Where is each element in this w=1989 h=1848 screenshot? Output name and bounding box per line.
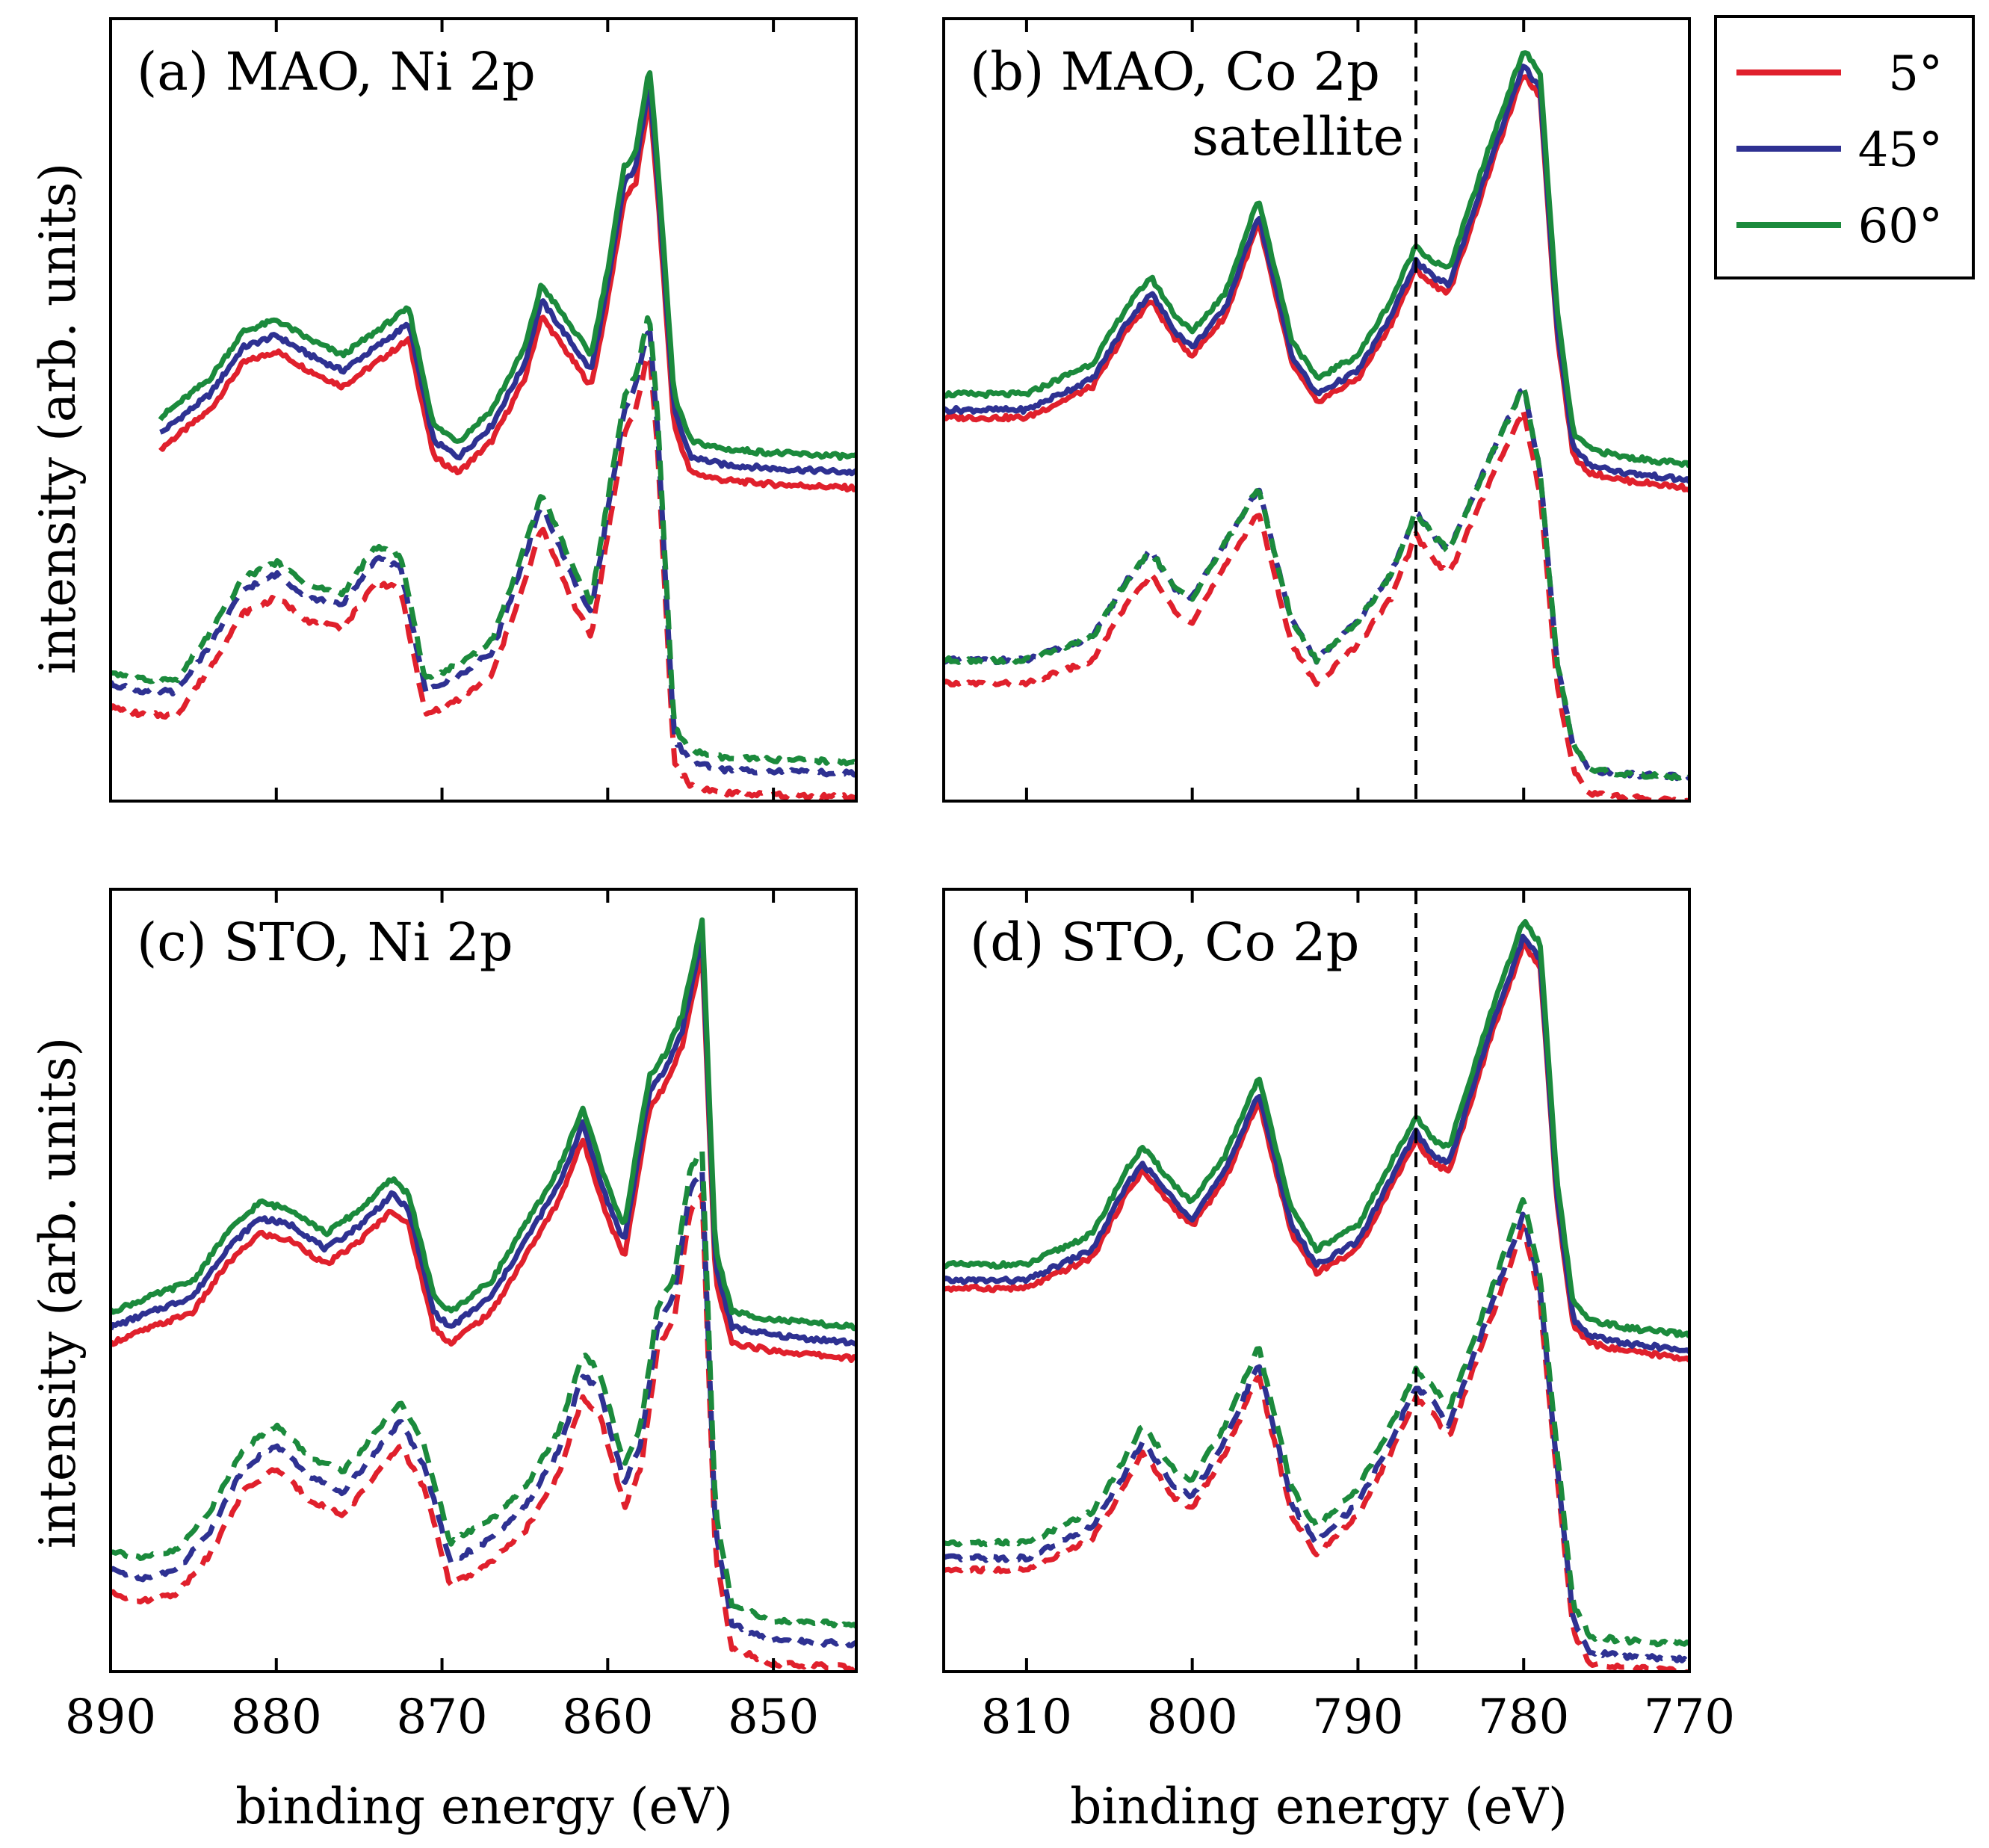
y-axis-label-bottom: intensity (arb. units) bbox=[29, 1037, 87, 1549]
panel-frame bbox=[109, 17, 858, 803]
dashed-line-45deg bbox=[944, 1211, 1689, 1665]
solid-line-5deg bbox=[158, 100, 856, 493]
x-tick-label: 880 bbox=[231, 1690, 322, 1745]
solid-line-60deg bbox=[158, 69, 856, 461]
solid-line-60deg bbox=[944, 50, 1689, 469]
x-tick-label: 790 bbox=[1312, 1690, 1403, 1745]
plot-area bbox=[111, 69, 856, 801]
panel-title-d: (d) STO, Co 2p bbox=[970, 912, 1359, 973]
panel-title-a: (a) MAO, Ni 2p bbox=[137, 41, 536, 102]
solid-line-60deg bbox=[944, 918, 1689, 1338]
dashed-line-5deg bbox=[111, 1192, 856, 1672]
panel-d-sto-co-2p: 810 800 790 780 770 (d) STO, Co 2p bbox=[942, 888, 1735, 1745]
x-tick-label: 860 bbox=[562, 1690, 653, 1745]
solid-line-45deg bbox=[159, 88, 856, 477]
x-tick-label: 890 bbox=[65, 1690, 156, 1745]
panel-title-c: (c) STO, Ni 2p bbox=[137, 912, 513, 973]
panel-frame bbox=[942, 888, 1691, 1673]
dashed-line-5deg bbox=[944, 407, 1689, 801]
x-tick-label: 800 bbox=[1147, 1690, 1238, 1745]
x-tick-label: 810 bbox=[981, 1690, 1072, 1745]
legend-label-45deg: 45° bbox=[1858, 123, 1943, 178]
dashed-line-60deg bbox=[111, 315, 856, 767]
panel-c-sto-ni-2p: 890 880 870 860 850 (c) STO, Ni 2p bbox=[65, 888, 858, 1745]
x-axis-label-left: binding energy (eV) bbox=[235, 1778, 733, 1835]
solid-line-45deg bbox=[111, 933, 856, 1347]
legend-label-5deg: 5° bbox=[1888, 46, 1943, 102]
panel-frame bbox=[109, 888, 858, 1673]
plot-area bbox=[111, 917, 856, 1672]
dashed-line-60deg bbox=[111, 1148, 856, 1629]
x-tick-label: 850 bbox=[728, 1690, 819, 1745]
legend-label-60deg: 60° bbox=[1858, 199, 1943, 254]
panel-title-b: (b) MAO, Co 2p bbox=[970, 41, 1380, 102]
solid-line-60deg bbox=[111, 917, 856, 1332]
satellite-label: satellite bbox=[1192, 106, 1404, 167]
y-axis-label-top: intensity (arb. units) bbox=[29, 163, 87, 675]
dashed-line-60deg bbox=[944, 383, 1689, 782]
legend: 5° 45° 60° bbox=[1714, 15, 1975, 279]
x-tick-label: 770 bbox=[1644, 1690, 1735, 1745]
x-tick-label: 780 bbox=[1478, 1690, 1569, 1745]
panel-a-mao-ni-2p: (a) MAO, Ni 2p bbox=[109, 17, 858, 803]
dashed-line-5deg bbox=[111, 353, 856, 801]
dashed-line-45deg bbox=[111, 329, 856, 778]
panel-frame bbox=[942, 17, 1691, 803]
plot-area bbox=[944, 50, 1689, 801]
plot-area bbox=[944, 918, 1689, 1672]
dashed-line-45deg bbox=[111, 1168, 856, 1648]
dashed-line-60deg bbox=[944, 1197, 1689, 1648]
x-tick-label: 870 bbox=[396, 1690, 487, 1745]
x-axis-label-right: binding energy (eV) bbox=[1070, 1778, 1568, 1835]
solid-line-5deg bbox=[111, 951, 856, 1363]
